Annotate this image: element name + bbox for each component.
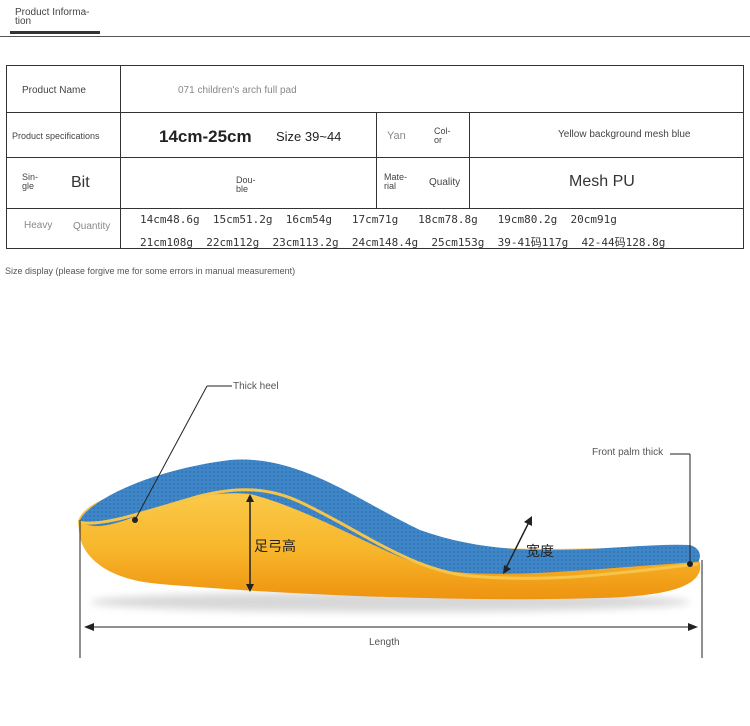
weights-row-1: 14cm48.6g 15cm51.2g 16cm54g 17cm71g 18cm…	[140, 213, 617, 226]
row-divider	[7, 157, 743, 158]
spec-size-range: 14cm-25cm	[159, 127, 252, 146]
arch-height-label: 足弓高	[254, 538, 296, 554]
single-label: Sin- gle	[22, 172, 39, 191]
tab-active-underline	[10, 31, 100, 34]
col-divider	[120, 66, 121, 248]
arrowhead	[246, 584, 254, 592]
insole-diagram	[78, 385, 703, 658]
material-value: Mesh PU	[569, 173, 635, 190]
arrowhead	[503, 565, 511, 574]
product-name-label: Product Name	[22, 85, 86, 96]
product-name-value: 071 children's arch full pad	[178, 85, 297, 96]
insole-mesh-edge	[79, 488, 699, 580]
color-label-yan: Yan	[387, 130, 406, 142]
bit-value: Bit	[71, 174, 90, 191]
width-arrow	[504, 519, 531, 571]
insole-mesh-top	[80, 459, 700, 574]
thick-heel-label: Thick heel	[233, 381, 279, 392]
front-palm-marker	[687, 561, 693, 567]
width-label: 宽度	[526, 543, 554, 559]
col-divider	[469, 112, 470, 208]
row-divider	[7, 112, 743, 113]
arrowhead	[688, 623, 698, 631]
tab-product-information[interactable]: Product Informa- tion	[15, 7, 105, 27]
col-divider	[376, 112, 377, 208]
heel-marker	[132, 517, 138, 523]
spec-table: Product Name 071 children's arch full pa…	[6, 65, 744, 249]
material-label: Mate- rial	[384, 172, 408, 191]
heavy-label: Heavy	[24, 220, 53, 231]
arrowhead	[524, 516, 532, 526]
row-divider	[7, 208, 743, 209]
spec-label: Product specifications	[12, 131, 100, 141]
weights-row-2: 21cm108g 22cm112g 23cm113.2g 24cm148.4g …	[140, 236, 666, 249]
tab-title-label: Product Informa- tion	[15, 7, 90, 27]
quantity-label: Quantity	[73, 221, 111, 232]
heel-leader	[134, 385, 208, 521]
size-note: Size display (please forgive me for some…	[5, 266, 296, 276]
color-value: Yellow background mesh blue	[558, 129, 691, 140]
length-label: Length	[369, 637, 400, 648]
double-value: Dou- ble	[236, 175, 256, 194]
color-label-color: Col- or	[434, 126, 451, 145]
header-divider	[0, 36, 750, 37]
arrowhead	[84, 623, 94, 631]
spec-size-codes: Size 39~44	[276, 129, 342, 144]
arrowhead	[246, 494, 254, 502]
quality-label: Quality	[429, 177, 461, 188]
front-palm-label: Front palm thick	[592, 447, 664, 458]
